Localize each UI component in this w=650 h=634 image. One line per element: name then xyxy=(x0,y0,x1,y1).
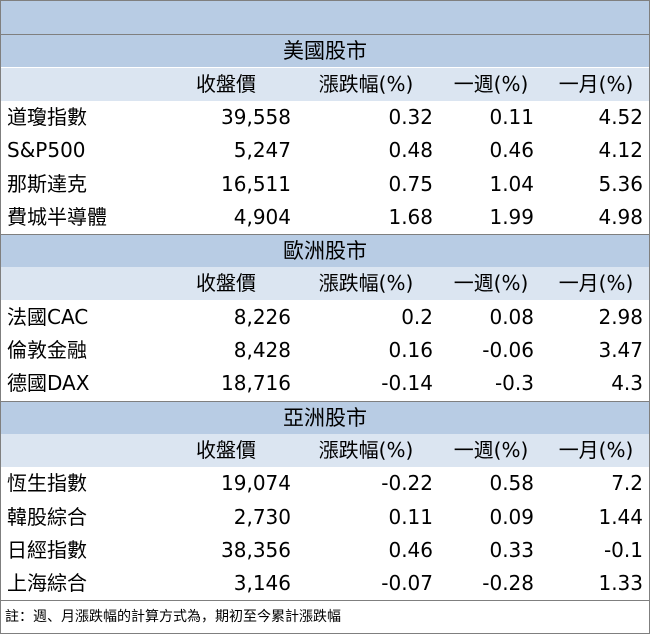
column-header-row: 收盤價 漲跌幅(%) 一週(%) 一月(%) xyxy=(1,267,649,301)
index-name: 上海綜合 xyxy=(7,571,87,596)
value-cell: 0.08 xyxy=(489,304,534,329)
data-row: 道瓊指數 39,558 0.32 0.11 4.52 xyxy=(1,101,649,134)
data-row: S&P500 5,247 0.48 0.46 4.12 xyxy=(1,134,649,167)
section-title: 亞洲股市 xyxy=(1,400,649,434)
value-cell: 8,428 xyxy=(233,338,291,362)
value-cell: -0.22 xyxy=(381,471,433,496)
column-header: 一週(%) xyxy=(453,437,529,462)
value-cell: 7.2 xyxy=(611,471,643,496)
data-row: 日經指數 38,356 0.46 0.33 -0.1 xyxy=(1,534,649,567)
value-cell: -0.07 xyxy=(381,571,433,596)
top-bar xyxy=(1,1,649,34)
column-header-row: 收盤價 漲跌幅(%) 一週(%) 一月(%) xyxy=(1,67,649,101)
value-cell: 0.46 xyxy=(489,138,534,163)
value-cell: -0.28 xyxy=(482,571,534,596)
section-title: 美國股市 xyxy=(1,34,649,68)
value-cell: 1.33 xyxy=(598,571,643,596)
column-header: 漲跌幅(%) xyxy=(318,271,414,296)
data-row: 韓股綜合 2,730 0.11 0.09 1.44 xyxy=(1,501,649,534)
value-cell: 0.16 xyxy=(388,338,433,362)
index-name: 德國DAX xyxy=(7,371,90,396)
value-cell: 0.48 xyxy=(388,138,433,163)
value-cell: 2.98 xyxy=(598,304,643,329)
value-cell: 0.2 xyxy=(401,304,433,329)
index-name: 費城半導體 xyxy=(7,204,107,229)
value-cell: 19,074 xyxy=(221,471,291,496)
data-row: 費城半導體 4,904 1.68 1.99 4.98 xyxy=(1,201,649,234)
index-name: 日經指數 xyxy=(7,537,87,562)
column-header: 一週(%) xyxy=(453,271,529,296)
data-row: 那斯達克 16,511 0.75 1.04 5.36 xyxy=(1,168,649,201)
value-cell: 5.36 xyxy=(598,171,643,196)
data-row: 法國CAC 8,226 0.2 0.08 2.98 xyxy=(1,301,649,334)
value-cell: 2,730 xyxy=(233,504,291,529)
column-header: 一週(%) xyxy=(453,71,529,96)
index-name: 那斯達克 xyxy=(7,171,87,196)
data-row: 倫敦金融 8,428 0.16 -0.06 3.47 xyxy=(1,334,649,367)
footnote: 註：週、月漲跌幅的計算方式為，期初至今累計漲跌幅 xyxy=(1,600,649,634)
value-cell: 1.04 xyxy=(489,171,534,196)
value-cell: 1.99 xyxy=(489,204,534,229)
value-cell: -0.1 xyxy=(603,537,643,562)
value-cell: -0.3 xyxy=(494,371,534,396)
value-cell: 0.46 xyxy=(388,537,433,562)
data-row: 德國DAX 18,716 -0.14 -0.3 4.3 xyxy=(1,367,649,400)
value-cell: 4.12 xyxy=(598,138,643,163)
value-cell: 0.11 xyxy=(489,104,534,129)
index-name: 道瓊指數 xyxy=(7,104,87,129)
index-name: 恆生指數 xyxy=(7,471,87,496)
section-title: 歐洲股市 xyxy=(1,234,649,268)
column-header: 收盤價 xyxy=(196,271,256,296)
value-cell: 0.33 xyxy=(489,537,534,562)
index-name: S&P500 xyxy=(7,138,86,163)
column-header: 一月(%) xyxy=(558,71,634,96)
value-cell: 5,247 xyxy=(233,138,291,163)
value-cell: 39,558 xyxy=(221,104,291,129)
value-cell: 0.09 xyxy=(489,504,534,529)
data-row: 上海綜合 3,146 -0.07 -0.28 1.33 xyxy=(1,567,649,600)
column-header: 漲跌幅(%) xyxy=(318,437,414,462)
column-header: 一月(%) xyxy=(558,437,634,462)
index-name: 法國CAC xyxy=(7,304,89,329)
column-header-row: 收盤價 漲跌幅(%) 一週(%) 一月(%) xyxy=(1,433,649,467)
value-cell: 0.11 xyxy=(388,504,433,529)
value-cell: 8,226 xyxy=(233,304,291,329)
value-cell: -0.06 xyxy=(482,338,534,362)
value-cell: 1.44 xyxy=(598,504,643,529)
value-cell: 16,511 xyxy=(221,171,291,196)
value-cell: -0.14 xyxy=(381,371,433,396)
index-name: 韓股綜合 xyxy=(7,504,87,529)
value-cell: 18,716 xyxy=(221,371,291,396)
value-cell: 0.58 xyxy=(489,471,534,496)
column-header: 一月(%) xyxy=(558,271,634,296)
value-cell: 1.68 xyxy=(388,204,433,229)
value-cell: 0.32 xyxy=(388,104,433,129)
value-cell: 4.98 xyxy=(598,204,643,229)
value-cell: 38,356 xyxy=(221,537,291,562)
value-cell: 3.47 xyxy=(598,338,643,362)
value-cell: 4.3 xyxy=(611,371,643,396)
column-header: 漲跌幅(%) xyxy=(318,71,414,96)
index-name: 倫敦金融 xyxy=(7,338,87,362)
value-cell: 4.52 xyxy=(598,104,643,129)
value-cell: 4,904 xyxy=(233,204,291,229)
value-cell: 3,146 xyxy=(233,571,291,596)
column-header: 收盤價 xyxy=(196,71,256,96)
column-header: 收盤價 xyxy=(196,437,256,462)
data-row: 恆生指數 19,074 -0.22 0.58 7.2 xyxy=(1,467,649,500)
value-cell: 0.75 xyxy=(388,171,433,196)
